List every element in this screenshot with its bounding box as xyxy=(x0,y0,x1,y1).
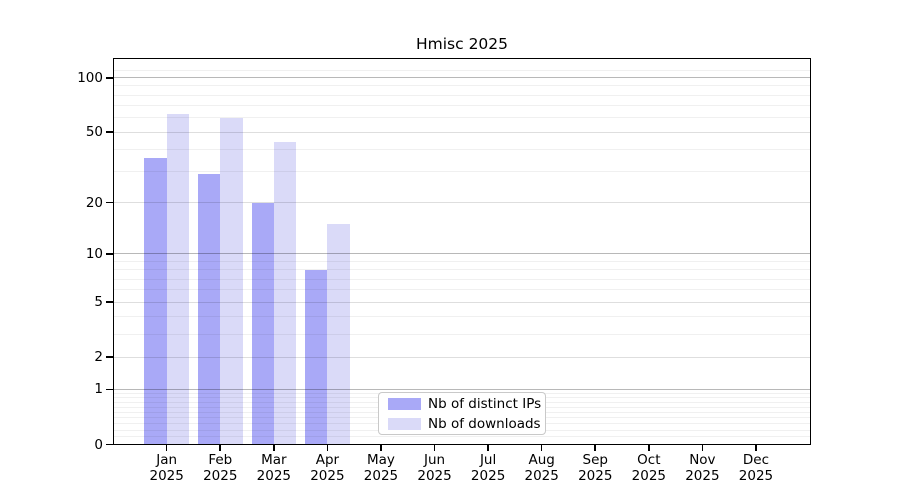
gridline xyxy=(114,333,810,335)
gridline xyxy=(114,436,810,438)
gridline xyxy=(114,388,810,390)
x-tick-label: Mar 2025 xyxy=(256,451,291,485)
x-tick xyxy=(540,444,543,451)
y-tick xyxy=(106,388,113,391)
y-tick xyxy=(106,253,113,255)
gridline xyxy=(114,117,810,119)
y-tick xyxy=(106,443,113,446)
legend-swatch-downloads xyxy=(388,417,421,430)
gridline xyxy=(114,69,810,71)
bar-distinct-ips xyxy=(144,157,167,445)
x-tick xyxy=(380,444,382,451)
legend-item-downloads: Nb of downloads xyxy=(388,415,545,432)
gridline xyxy=(114,202,810,204)
y-tick xyxy=(106,76,113,79)
gridline xyxy=(114,316,810,318)
y-tick-label: 1 xyxy=(94,381,103,398)
gridline xyxy=(114,301,810,303)
x-tick xyxy=(326,444,329,451)
x-tick-label: Dec 2025 xyxy=(738,451,774,485)
x-tick xyxy=(433,444,436,451)
y-tick-label: 2 xyxy=(94,349,103,366)
gridline xyxy=(114,77,810,79)
gridline xyxy=(114,261,810,262)
gridline xyxy=(114,289,810,291)
y-tick-label: 0 xyxy=(94,436,103,453)
y-tick xyxy=(106,201,113,204)
x-tick-label: Sep 2025 xyxy=(578,451,613,485)
gridline xyxy=(114,356,810,358)
gridline xyxy=(114,278,810,280)
legend: Nb of distinct IPs Nb of downloads xyxy=(378,392,546,435)
x-tick xyxy=(755,444,757,451)
plot-border xyxy=(113,58,811,445)
gridline xyxy=(114,253,810,255)
bar-downloads xyxy=(166,113,189,445)
x-tick-label: Oct 2025 xyxy=(631,451,666,485)
y-tick-label: 100 xyxy=(77,69,103,86)
legend-label-downloads: Nb of downloads xyxy=(428,415,541,432)
bar-distinct-ips xyxy=(251,202,274,445)
x-tick-label: Jul 2025 xyxy=(470,451,506,485)
legend-item-distinct-ips: Nb of distinct IPs xyxy=(388,395,545,412)
gridline xyxy=(114,148,810,150)
bar-downloads xyxy=(273,141,297,445)
x-tick-label: Feb 2025 xyxy=(203,451,238,485)
x-tick xyxy=(165,444,168,451)
x-tick-label: Aug 2025 xyxy=(524,451,559,485)
x-tick xyxy=(701,444,704,451)
x-tick-label: Apr 2025 xyxy=(310,451,345,485)
x-tick xyxy=(219,444,222,451)
x-tick-label: May 2025 xyxy=(363,451,399,485)
gridline xyxy=(114,94,810,96)
y-tick xyxy=(106,356,113,358)
y-tick-label: 50 xyxy=(85,124,103,140)
y-tick xyxy=(106,131,113,133)
gridline xyxy=(114,269,810,271)
gridline xyxy=(114,131,810,133)
chart-title: Hmisc 2025 xyxy=(415,35,509,53)
y-tick-label: 5 xyxy=(94,294,103,311)
legend-swatch-distinct-ips xyxy=(388,397,421,410)
x-tick xyxy=(594,444,597,451)
bar-downloads xyxy=(327,224,350,445)
gridline xyxy=(114,85,810,87)
y-tick-label: 10 xyxy=(85,245,103,262)
bar-downloads xyxy=(220,117,243,445)
x-tick xyxy=(648,444,650,451)
x-tick-label: Nov 2025 xyxy=(685,451,720,485)
y-tick xyxy=(106,301,113,303)
x-tick xyxy=(273,444,275,451)
bar-distinct-ips xyxy=(197,174,221,445)
legend-label-distinct-ips: Nb of distinct IPs xyxy=(428,395,542,412)
x-tick-label: Jun 2025 xyxy=(417,451,452,485)
gridline xyxy=(114,171,810,173)
x-tick-label: Jan 2025 xyxy=(149,451,184,485)
bar-distinct-ips xyxy=(305,269,328,445)
y-tick-label: 20 xyxy=(85,194,103,211)
x-tick xyxy=(487,444,489,451)
gridline xyxy=(114,105,810,107)
